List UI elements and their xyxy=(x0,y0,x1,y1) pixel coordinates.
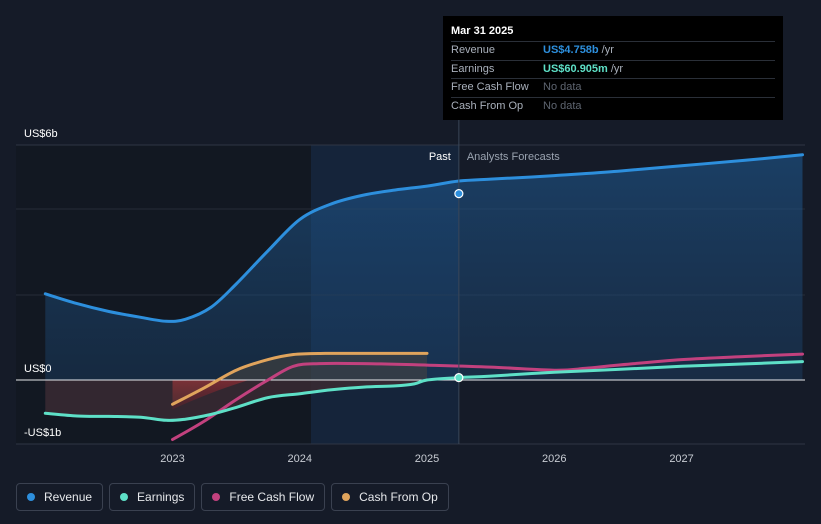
tooltip-row-revenue: Revenue US$4.758b /yr xyxy=(451,41,775,60)
tooltip-label: Free Cash Flow xyxy=(451,81,529,93)
series-line-free-cash-flow xyxy=(171,352,804,441)
x-tick-label: 2023 xyxy=(160,453,184,465)
legend-item-revenue[interactable]: Revenue xyxy=(16,483,104,511)
marker-earnings xyxy=(454,373,464,383)
past-label: Past xyxy=(429,151,451,163)
legend-label: Cash From Op xyxy=(359,490,438,504)
legend-dot-icon xyxy=(120,493,129,501)
revenue-area xyxy=(45,154,803,380)
x-tick-label: 2024 xyxy=(288,453,312,465)
x-tick-label: 2026 xyxy=(542,453,566,465)
y-tick-label: US$6b xyxy=(24,128,58,140)
tooltip-row-free-cash-flow: Free Cash Flow No data xyxy=(451,78,775,97)
forecast-label: Analysts Forecasts xyxy=(467,151,560,163)
x-tick-label: 2025 xyxy=(415,453,439,465)
legend-label: Free Cash Flow xyxy=(229,490,315,504)
legend-dot-icon xyxy=(27,493,35,501)
legend-label: Revenue xyxy=(44,490,93,504)
legend: Revenue Earnings Free Cash Flow Cash Fro… xyxy=(16,483,449,511)
marker-revenue xyxy=(454,189,464,199)
legend-item-free-cash-flow[interactable]: Free Cash Flow xyxy=(201,483,326,511)
legend-dot-icon xyxy=(342,493,351,501)
tooltip-value: US$60.905m xyxy=(543,62,608,75)
x-tick-label: 2027 xyxy=(669,453,693,465)
tooltip-value: No data xyxy=(543,99,582,112)
series-line-earnings xyxy=(43,360,804,422)
tooltip-unit: /yr xyxy=(601,44,614,56)
series-line-cash-from-op xyxy=(171,351,429,406)
tooltip-value: US$4.758b xyxy=(543,44,599,56)
tooltip-unit: /yr xyxy=(610,62,624,75)
tooltip: Mar 31 2025 Revenue US$4.758b /yr Earnin… xyxy=(443,16,783,120)
y-tick-label: US$0 xyxy=(24,363,52,375)
negative-cash-area xyxy=(172,380,249,410)
legend-item-cash-from-op[interactable]: Cash From Op xyxy=(331,483,449,511)
tooltip-label: Cash From Op xyxy=(451,99,524,112)
series-line-revenue xyxy=(43,153,804,323)
legend-dot-icon xyxy=(212,493,221,501)
tooltip-label: Revenue xyxy=(451,44,496,56)
tooltip-row-earnings: Earnings US$60.905m /yr xyxy=(451,59,775,79)
legend-label: Earnings xyxy=(137,490,185,504)
tooltip-label: Earnings xyxy=(451,62,495,75)
y-tick-label: -US$1b xyxy=(24,427,61,439)
cash-from-op-area xyxy=(172,353,428,405)
tooltip-date: Mar 31 2025 xyxy=(451,25,514,37)
tooltip-value: No data xyxy=(543,81,582,93)
legend-item-earnings[interactable]: Earnings xyxy=(109,483,196,511)
tooltip-row-cash-from-op: Cash From Op No data xyxy=(451,96,775,116)
